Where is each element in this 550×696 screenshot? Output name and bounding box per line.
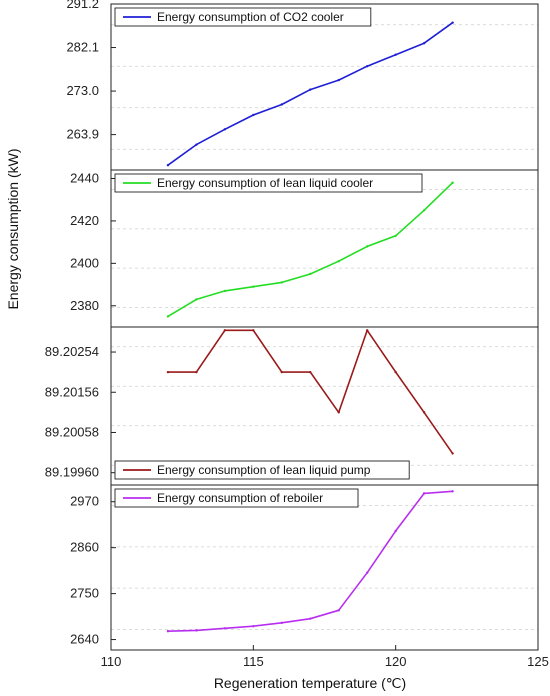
legend-box — [114, 488, 359, 508]
data-point — [366, 64, 369, 68]
data-point — [451, 490, 454, 493]
legend: Energy consumption of CO2 cooler — [114, 7, 372, 27]
data-point — [366, 329, 369, 332]
data-point — [422, 42, 426, 45]
data-point — [337, 411, 340, 414]
data-point — [223, 289, 227, 293]
data-point — [166, 315, 170, 318]
data-point — [166, 370, 170, 374]
data-point — [252, 285, 255, 288]
data-point — [309, 272, 312, 276]
data-point — [337, 78, 340, 82]
y-tick-label: 89.20156 — [45, 384, 99, 399]
y-tick-label: 2860 — [70, 540, 99, 555]
data-point — [366, 245, 369, 248]
y-tick-label: 2970 — [70, 494, 99, 509]
data-point — [252, 624, 255, 628]
data-point — [337, 260, 340, 263]
plot-frame — [110, 484, 539, 651]
legend-box — [114, 460, 410, 480]
chart-panel-3: 89.19960 89.20058 89.20156 89.20254 Energy c… — [45, 326, 539, 486]
legend-label: Energy consumption of lean liquid cooler — [157, 176, 373, 190]
x-tick-label: 110 — [101, 654, 122, 669]
data-point — [280, 621, 283, 625]
data-point — [451, 452, 454, 455]
data-point — [223, 627, 227, 630]
data-point — [422, 492, 426, 495]
x-tick-label: 125 — [527, 654, 549, 669]
data-point — [166, 630, 170, 633]
x-tick-label: 115 — [243, 654, 264, 669]
y-tick-label: 291.2 — [66, 0, 99, 11]
series-line — [167, 22, 454, 166]
chart-panel-2: 2380 2400 2420 2440 Energy consumption of le… — [70, 169, 539, 328]
legend: Energy consumption of reboiler — [114, 488, 359, 508]
data-point — [252, 113, 255, 117]
data-point — [451, 21, 454, 24]
data-point — [195, 298, 198, 301]
data-point — [223, 329, 227, 332]
y-tick-label: 263.9 — [66, 127, 99, 142]
legend-label: Energy consumption of CO2 cooler — [157, 10, 344, 24]
legend-box — [114, 173, 423, 193]
data-point — [195, 629, 198, 632]
y-tick-label: 2750 — [70, 586, 99, 601]
data-point — [309, 370, 312, 374]
y-tick-label: 2380 — [70, 298, 99, 313]
y-axis-title: Energy consumption (kW) — [5, 148, 21, 309]
data-point — [309, 617, 312, 620]
data-point — [394, 529, 397, 533]
chart-panel-1: 263.9 273.0 282.1 291.2 Energy consumption o… — [66, 0, 539, 171]
data-point — [309, 88, 312, 91]
x-axis: 110 115 120 125 — [101, 645, 549, 669]
series-line — [167, 182, 454, 318]
data-point — [195, 370, 198, 374]
series-line — [167, 329, 454, 454]
x-axis-title: Regeneration temperature (℃) — [214, 675, 406, 691]
data-point — [280, 370, 283, 374]
y-tick-label: 273.0 — [66, 83, 99, 98]
legend-label: Energy consumption of reboiler — [157, 491, 323, 505]
data-point — [394, 53, 397, 56]
y-tick-label: 2640 — [70, 632, 99, 647]
series-line — [167, 490, 453, 632]
legend: Energy consumption of lean liquid pump — [114, 460, 410, 480]
data-point — [422, 411, 426, 414]
data-point — [252, 329, 255, 332]
y-tick-label: 89.20254 — [45, 344, 99, 359]
data-point — [223, 128, 227, 131]
data-point — [366, 571, 369, 574]
data-point — [280, 281, 283, 284]
legend-box — [114, 7, 372, 27]
legend-label: Energy consumption of lean liquid pump — [157, 463, 371, 477]
plot-frame — [110, 169, 539, 328]
legend: Energy consumption of lean liquid cooler — [114, 173, 423, 193]
plot-frame — [110, 3, 539, 171]
y-tick-label: 282.1 — [66, 40, 99, 55]
y-tick-label: 89.20058 — [45, 424, 99, 439]
chart-panel-4: 2640 2750 2860 2970 Energy consumption of re… — [70, 484, 539, 651]
data-point — [451, 181, 454, 184]
y-tick-label: 2420 — [70, 213, 99, 228]
y-tick-label: 89.19960 — [45, 465, 99, 480]
y-tick-label: 2440 — [70, 170, 99, 185]
data-point — [337, 609, 340, 612]
y-tick-label: 2400 — [70, 255, 99, 270]
data-point — [166, 164, 170, 167]
data-point — [422, 209, 426, 212]
x-tick-label: 120 — [385, 654, 407, 669]
data-point — [394, 234, 397, 237]
data-point — [195, 143, 198, 146]
data-point — [280, 103, 283, 106]
data-point — [394, 370, 397, 374]
